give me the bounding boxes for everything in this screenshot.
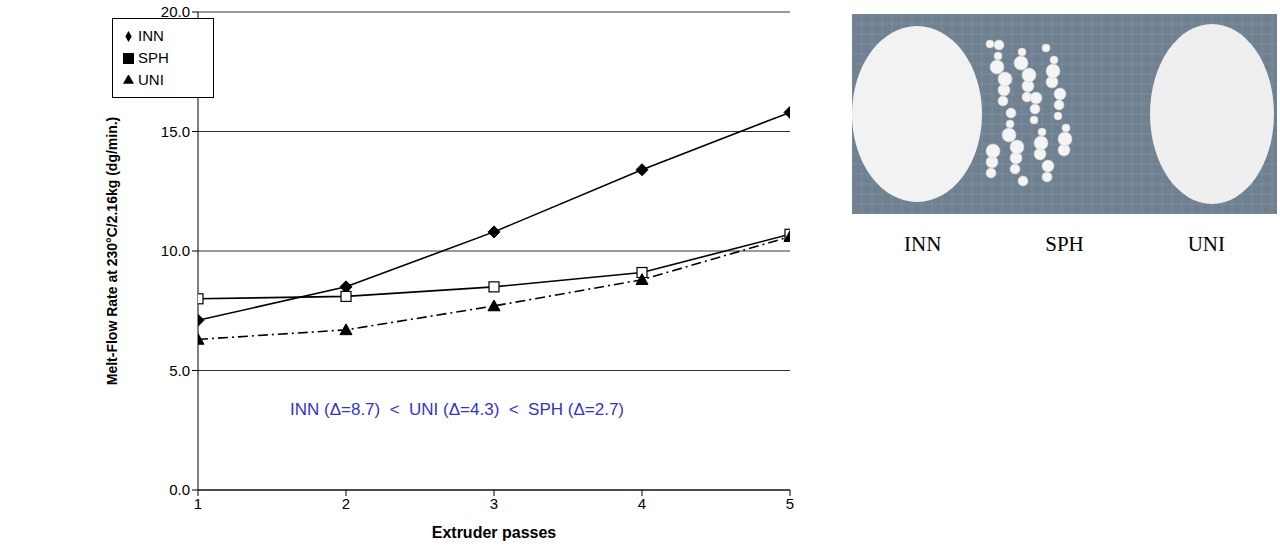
html-text:INN: INN: [138, 27, 164, 44]
html-text:INN (Δ=8.7) < UNI (Δ=4.3) < SP: INN (Δ=8.7) < UNI (Δ=4.3) < SPH (Δ=2.7): [290, 400, 624, 419]
svg-text:10.0: 10.0: [161, 242, 190, 259]
svg-text:15.0: 15.0: [161, 123, 190, 140]
svg-text:5: 5: [786, 495, 794, 512]
html-text:UNI: UNI: [138, 71, 164, 88]
svg-text:3: 3: [490, 495, 498, 512]
svg-text:0.0: 0.0: [169, 481, 190, 498]
html-text:SPH: SPH: [1045, 232, 1084, 256]
svg-text:Melt-Flow Rate at 230°C/2.16kg: Melt-Flow Rate at 230°C/2.16kg (dg/min.): [104, 117, 120, 386]
svg-text:5.0: 5.0: [169, 362, 190, 379]
svg-text:Extruder passes: Extruder passes: [432, 524, 557, 541]
svg-text:2: 2: [342, 495, 350, 512]
svg-text:1: 1: [194, 495, 202, 512]
html-text:SPH: SPH: [138, 49, 169, 66]
svg-text:20.0: 20.0: [161, 3, 190, 20]
svg-text:4: 4: [638, 495, 646, 512]
html-text:UNI: UNI: [1187, 232, 1225, 256]
html-text:INN: INN: [904, 232, 942, 256]
